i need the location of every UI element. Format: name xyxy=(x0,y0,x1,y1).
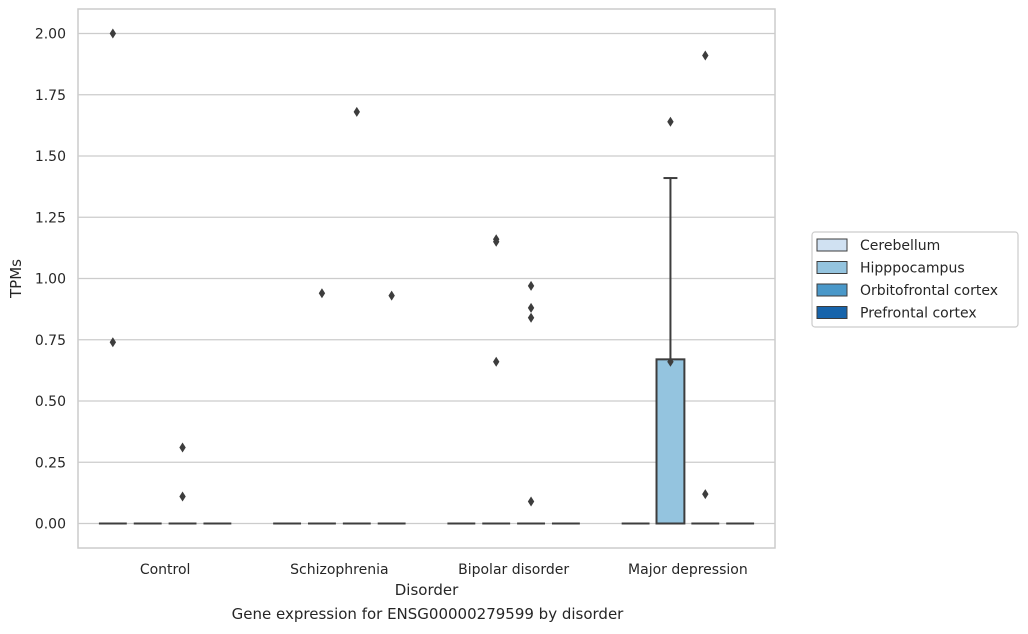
legend-label: Hipppocampus xyxy=(860,261,965,277)
legend-items: Cerebellum Hipppocampus Orbitofrontal cort… xyxy=(816,238,998,322)
outlier-point xyxy=(179,491,186,502)
y-tick-label: 1.50 xyxy=(35,149,66,165)
x-tick-label: Control xyxy=(140,562,191,578)
outlier-point xyxy=(493,356,500,367)
plot-frame xyxy=(77,8,776,549)
y-tick-label: 1.00 xyxy=(35,272,66,288)
outlier-point xyxy=(109,28,117,39)
legend-label: Cerebellum xyxy=(860,238,940,254)
y-tick-label: 0.00 xyxy=(35,517,66,533)
y-tick-labels: 0.00 0.25 0.50 0.75 1.00 1.25 1.50 1.75 2.00 xyxy=(35,27,66,533)
outlier-point xyxy=(527,280,535,291)
outlier-point xyxy=(702,489,709,500)
outlier-point xyxy=(702,50,709,61)
chart-caption: Gene expression for ENSG00000279599 by d… xyxy=(231,605,624,623)
legend-swatch xyxy=(816,238,848,252)
legend: Cerebellum Hipppocampus Orbitofrontal cort… xyxy=(811,231,1019,328)
outlier-point xyxy=(667,116,674,127)
legend-swatch xyxy=(816,306,848,319)
y-tick-label: 2.00 xyxy=(35,27,66,43)
box-body xyxy=(655,358,686,525)
grid-lines xyxy=(78,32,775,525)
y-tick-label: 1.75 xyxy=(35,88,66,104)
boxes xyxy=(98,177,755,525)
outlier-point xyxy=(179,442,186,453)
outlier-point xyxy=(527,312,535,323)
x-axis-label: Disorder xyxy=(395,581,459,599)
legend-frame xyxy=(811,231,1019,328)
y-axis-label: TPMs xyxy=(7,259,25,299)
y-tick-label: 1.25 xyxy=(35,210,66,226)
x-tick-label: Major depression xyxy=(628,562,748,578)
outlier-point xyxy=(527,302,535,313)
y-tick-label: 0.50 xyxy=(35,394,66,410)
legend-swatch xyxy=(816,261,848,274)
outlier-point xyxy=(109,337,117,348)
y-tick-label: 0.25 xyxy=(35,455,66,471)
x-tick-label: Bipolar disorder xyxy=(458,562,569,578)
y-tick-label: 0.75 xyxy=(35,333,66,349)
legend-label: Orbitofrontal cortex xyxy=(860,283,998,299)
outlier-point xyxy=(388,290,395,301)
legend-swatch xyxy=(816,283,848,297)
outlier-point xyxy=(667,356,674,367)
outlier-point xyxy=(493,236,500,247)
x-tick-label: Schizophrenia xyxy=(290,562,388,578)
outliers xyxy=(109,28,709,507)
legend-label: Prefrontal cortex xyxy=(860,306,977,322)
outlier-point xyxy=(527,496,535,507)
outlier-point xyxy=(353,106,360,117)
box xyxy=(655,177,686,525)
x-tick-labels: Control Schizophrenia Bipolar disorder Majo… xyxy=(140,562,748,578)
outlier-point xyxy=(318,288,326,299)
